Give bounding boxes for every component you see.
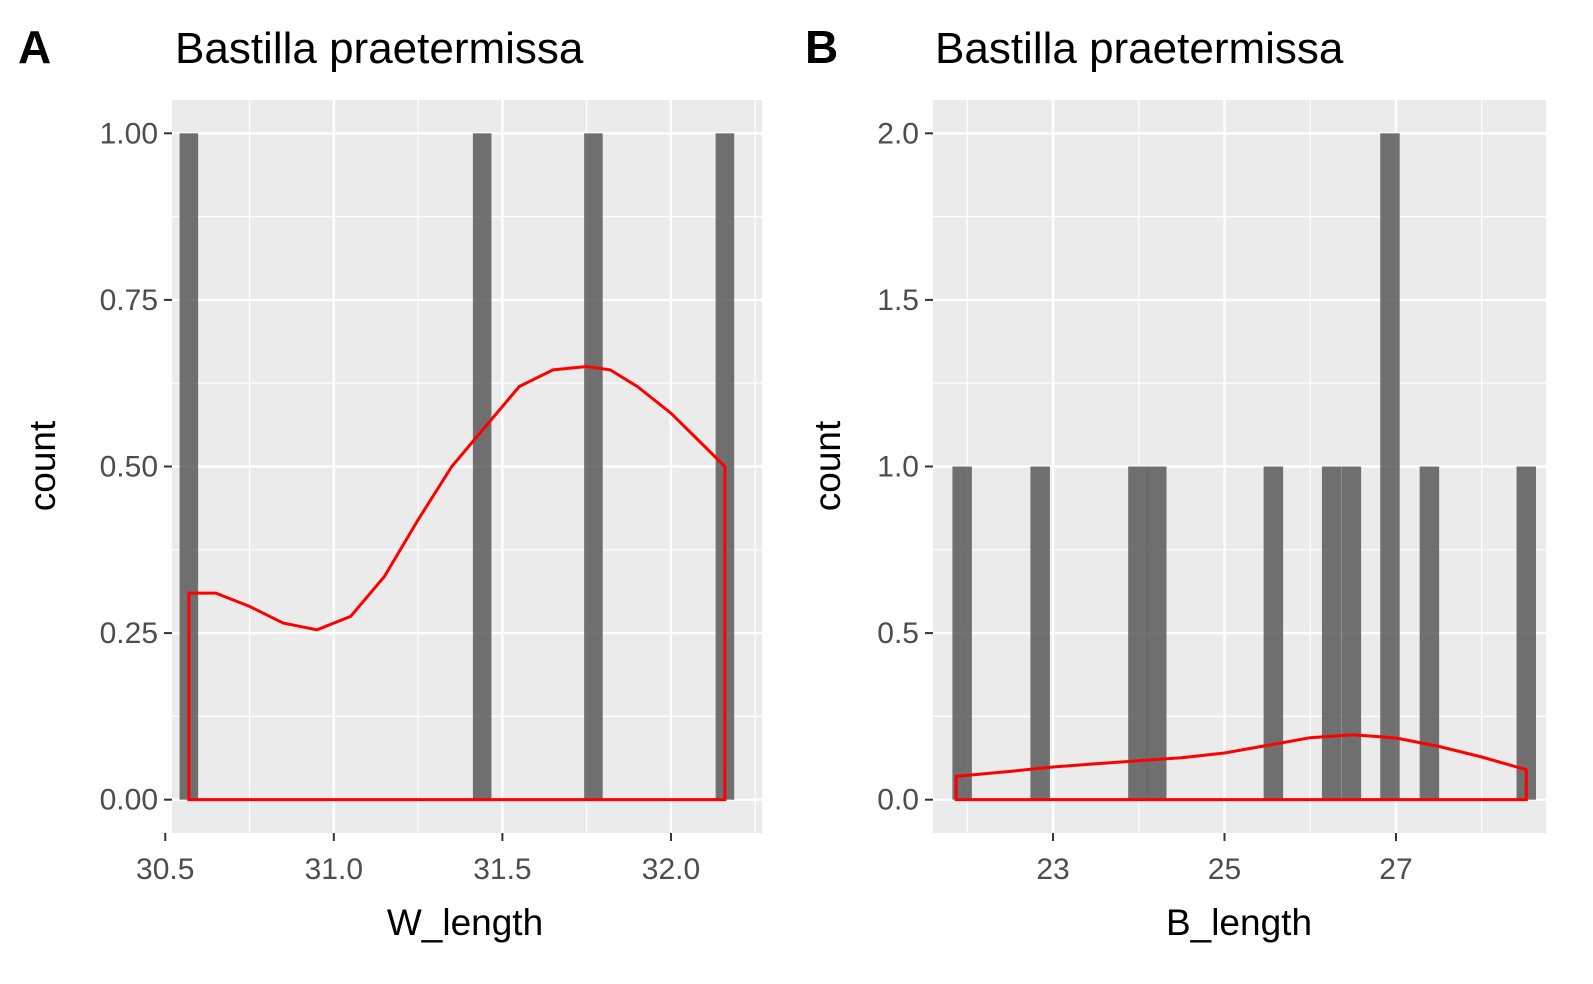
panel-b-tag: B bbox=[805, 21, 838, 73]
panel-a-x-axis-title: W_length bbox=[387, 902, 543, 943]
histogram-bar bbox=[1147, 466, 1167, 800]
histogram-bar bbox=[1321, 466, 1342, 800]
y-axis-tick-label: 0.5 bbox=[877, 617, 919, 650]
panel-b-density-curve bbox=[954, 733, 1528, 802]
x-axis-tick-label: 32.0 bbox=[642, 853, 700, 886]
histogram-bar bbox=[1030, 466, 1050, 800]
panel-a-density-curve bbox=[187, 364, 727, 802]
panel-b-x-axis: 23 25 27 bbox=[1036, 833, 1413, 886]
histogram-bar bbox=[952, 466, 972, 800]
y-axis-tick-label: 1.00 bbox=[100, 117, 158, 150]
panel-b-x-axis-title: B_length bbox=[1166, 902, 1312, 943]
histogram-bar bbox=[1128, 466, 1148, 800]
y-axis-tick-label: 0.50 bbox=[100, 451, 158, 484]
panel-b-title: Bastilla praetermissa bbox=[935, 24, 1344, 73]
histogram-bar bbox=[472, 133, 492, 800]
panel-b-histogram-bars bbox=[952, 133, 1537, 800]
panel-a-x-axis: 30.5 31.0 31.5 32.0 bbox=[136, 833, 700, 886]
panel-a-y-axis-title: count bbox=[22, 420, 63, 511]
histogram-bar bbox=[1516, 466, 1537, 800]
panel-b: B Bastilla praetermissa 0.00.51.01.52.0 … bbox=[805, 21, 1546, 943]
y-axis-tick-label: 2.0 bbox=[877, 117, 919, 150]
panel-b-y-axis: 0.0 0.5 1.0 1.5 2.0 bbox=[877, 117, 933, 817]
histogram-bar bbox=[1380, 133, 1400, 800]
histogram-bar bbox=[1419, 466, 1440, 800]
panel-a-title: Bastilla praetermissa bbox=[175, 24, 584, 73]
x-axis-tick-label: 31.5 bbox=[473, 853, 531, 886]
y-axis-tick-label: 0.75 bbox=[100, 284, 158, 317]
panel-a-y-axis: 0.00 0.25 0.50 0.75 1.00 bbox=[100, 117, 172, 817]
y-axis-tick-label: 0.00 bbox=[100, 784, 158, 817]
x-axis-tick-label: 25 bbox=[1208, 853, 1241, 886]
histogram-bar bbox=[584, 133, 603, 800]
panel-a-histogram-bars bbox=[179, 133, 735, 800]
x-axis-tick-label: 30.5 bbox=[136, 853, 194, 886]
histogram-bar bbox=[1341, 466, 1362, 800]
y-axis-tick-label: 1.0 bbox=[877, 451, 919, 484]
y-axis-tick-label: 1.5 bbox=[877, 284, 919, 317]
panel-a: A Bastilla praetermissa 0.00 0.25 0.50 0.75… bbox=[18, 21, 762, 943]
x-axis-tick-label: 27 bbox=[1379, 853, 1412, 886]
histogram-bar bbox=[1263, 466, 1284, 800]
panel-a-tag: A bbox=[18, 21, 51, 73]
panel-b-y-axis-title: count bbox=[807, 420, 848, 511]
y-axis-tick-label: 0.25 bbox=[100, 617, 158, 650]
histogram-bar bbox=[179, 133, 199, 800]
x-axis-tick-label: 31.0 bbox=[305, 853, 363, 886]
x-axis-tick-label: 23 bbox=[1036, 853, 1069, 886]
y-axis-tick-label: 0.0 bbox=[877, 784, 919, 817]
